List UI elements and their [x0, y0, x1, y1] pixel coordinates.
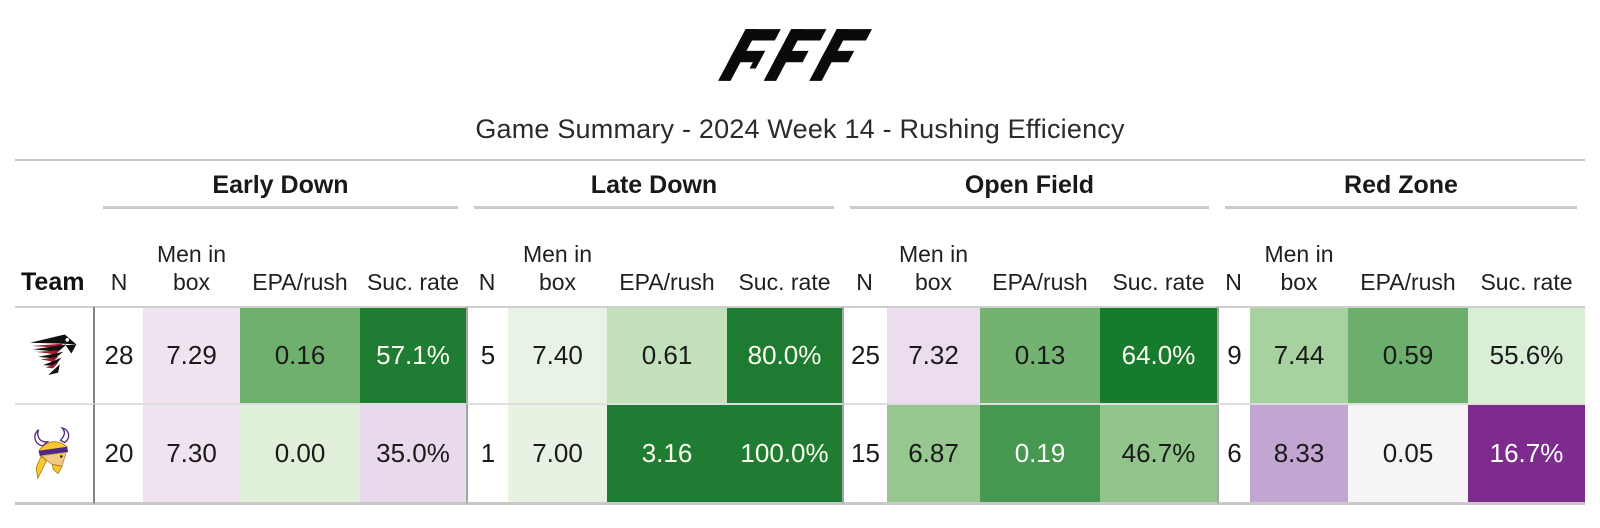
stat-cell-falcons-rz-n: 9 [1217, 306, 1250, 403]
col-header-suc-redzone: Suc. rate [1480, 269, 1573, 296]
falcons-logo-icon [29, 333, 77, 375]
group-label-open-field: Open Field [842, 161, 1217, 209]
col-header-n-redzone: N [1225, 269, 1242, 296]
group-label-early-down: Early Down [95, 161, 466, 209]
stat-cell-vikings-open-suc: 46.7% [1100, 403, 1217, 505]
col-header-n-early: N [110, 269, 128, 296]
stat-cell-falcons-open-n: 25 [842, 306, 887, 403]
stat-cell-vikings-rz-n: 6 [1217, 403, 1250, 505]
col-header-suc-early: Suc. rate [366, 269, 460, 296]
stat-cell-vikings-late-box: 7.00 [508, 403, 607, 505]
stat-cell-falcons-late-epa: 0.61 [607, 306, 727, 403]
col-header-men-in-box-open: Men in box [898, 240, 969, 296]
stat-cell-vikings-late-n: 1 [466, 403, 508, 505]
col-header-men-in-box-late: Men in box [522, 240, 593, 296]
stat-cell-falcons-open-epa: 0.13 [980, 306, 1100, 403]
group-label-red-zone: Red Zone [1217, 161, 1585, 209]
stat-cell-falcons-early-n: 28 [95, 306, 143, 403]
vikings-logo-icon [34, 426, 70, 480]
col-header-men-in-box-redzone: Men in box [1264, 240, 1334, 296]
stat-cell-vikings-early-n: 20 [95, 403, 143, 505]
col-header-epa-late: EPA/rush [619, 269, 715, 296]
stat-cell-vikings-rz-epa: 0.05 [1348, 403, 1468, 505]
col-header-team: Team [21, 268, 85, 296]
stat-cell-falcons-early-epa: 0.16 [240, 306, 360, 403]
title-divider [15, 159, 1585, 161]
stat-cell-vikings-early-box: 7.30 [143, 403, 240, 505]
stat-cell-falcons-early-box: 7.29 [143, 306, 240, 403]
stat-cell-falcons-late-box: 7.40 [508, 306, 607, 403]
stat-cell-vikings-open-box: 6.87 [887, 403, 980, 505]
stat-cell-vikings-open-epa: 0.19 [980, 403, 1100, 505]
col-header-n-late: N [478, 269, 496, 296]
stat-cell-vikings-rz-suc: 16.7% [1468, 403, 1585, 505]
page-title: Game Summary - 2024 Week 14 - Rushing Ef… [475, 114, 1125, 144]
stat-cell-falcons-open-suc: 64.0% [1100, 306, 1217, 403]
col-header-suc-open: Suc. rate [1112, 269, 1205, 296]
pff-logo [0, 0, 1600, 88]
stat-cell-vikings-late-epa: 3.16 [607, 403, 727, 505]
falcons-team-cell [15, 306, 95, 403]
stat-cell-vikings-early-suc: 35.0% [360, 403, 466, 505]
rushing-efficiency-table: Early Down Late Down Open Field Red Zone… [15, 161, 1585, 505]
pff-logo-icon [718, 29, 872, 81]
stat-cell-falcons-late-n: 5 [466, 306, 508, 403]
vikings-team-cell [15, 403, 95, 505]
stat-cell-vikings-open-n: 15 [842, 403, 887, 505]
stat-cell-vikings-late-suc: 100.0% [727, 403, 842, 505]
col-header-men-in-box-early: Men in box [156, 240, 227, 296]
col-header-epa-open: EPA/rush [992, 269, 1088, 296]
group-header-spacer [15, 161, 95, 209]
col-header-epa-redzone: EPA/rush [1360, 269, 1456, 296]
stat-cell-falcons-rz-epa: 0.59 [1348, 306, 1468, 403]
stat-cell-falcons-rz-suc: 55.6% [1468, 306, 1585, 403]
col-header-epa-early: EPA/rush [252, 269, 348, 296]
stat-cell-vikings-rz-box: 8.33 [1250, 403, 1348, 505]
stat-cell-falcons-rz-box: 7.44 [1250, 306, 1348, 403]
stat-cell-vikings-early-epa: 0.00 [240, 403, 360, 505]
stat-cell-falcons-early-suc: 57.1% [360, 306, 466, 403]
col-header-suc-late: Suc. rate [738, 269, 831, 296]
col-header-n-open: N [856, 269, 873, 296]
stat-cell-falcons-late-suc: 80.0% [727, 306, 842, 403]
group-label-late-down: Late Down [466, 161, 842, 209]
stat-cell-falcons-open-box: 7.32 [887, 306, 980, 403]
